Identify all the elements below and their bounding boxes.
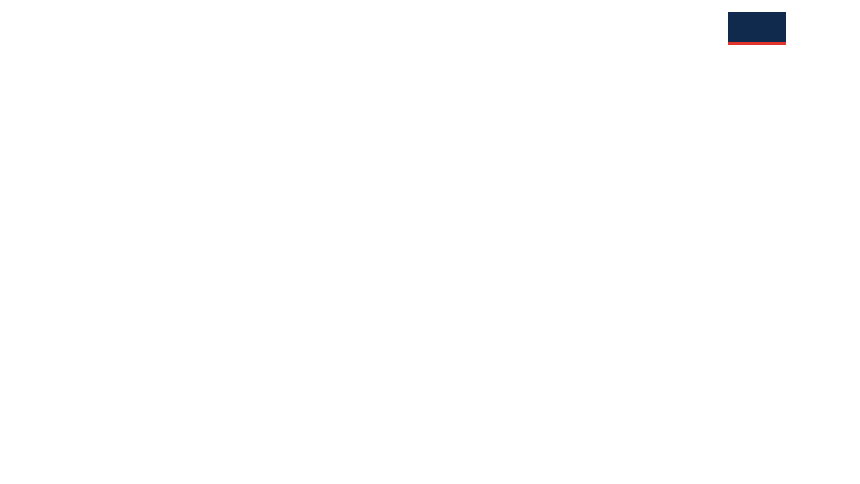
chart-card <box>0 0 860 484</box>
bar-chart <box>0 0 860 484</box>
